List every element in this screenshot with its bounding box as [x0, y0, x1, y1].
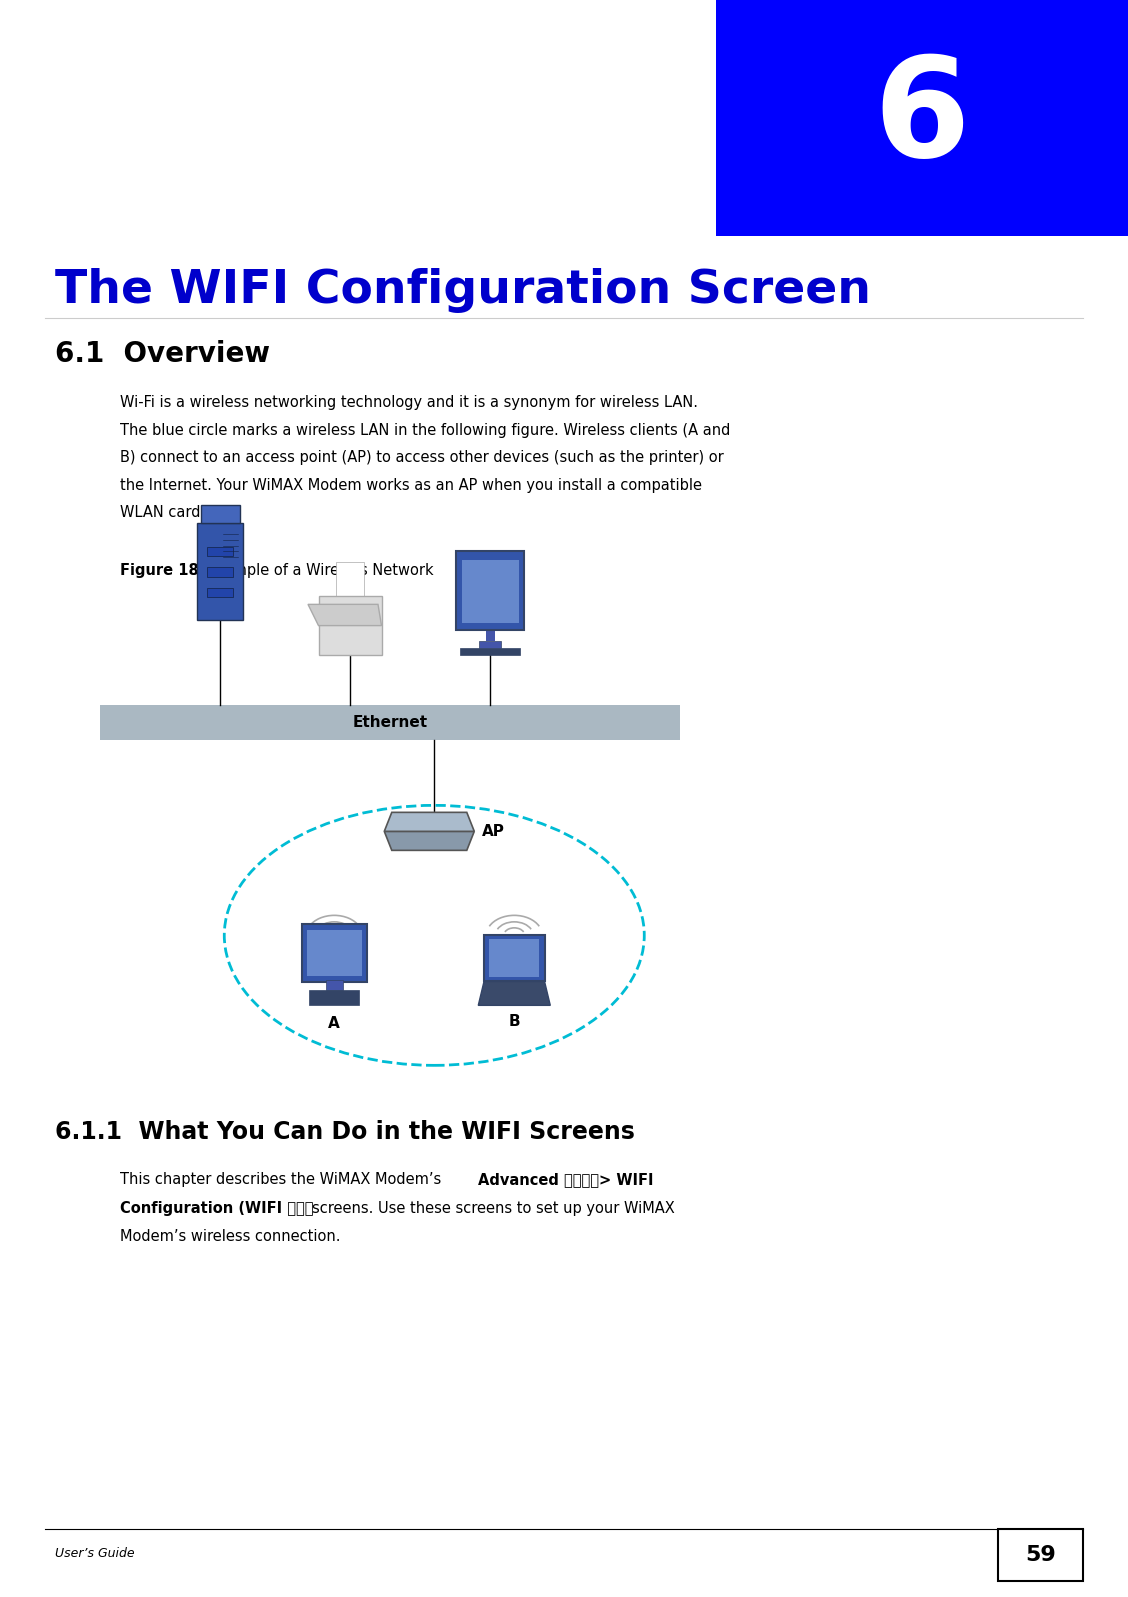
- Text: This chapter describes the WiMAX Modem’s: This chapter describes the WiMAX Modem’s: [120, 1172, 446, 1187]
- Bar: [318, 596, 381, 655]
- Bar: [456, 551, 523, 631]
- Text: Advanced （進階）> WIFI: Advanced （進階）> WIFI: [478, 1172, 653, 1187]
- Bar: [485, 631, 494, 640]
- Bar: [208, 567, 233, 577]
- Text: B: B: [509, 1014, 520, 1030]
- Text: screens. Use these screens to set up your WiMAX: screens. Use these screens to set up you…: [312, 1201, 675, 1215]
- Bar: [309, 990, 360, 1006]
- Text: A: A: [328, 1016, 341, 1030]
- Text: WLAN card.: WLAN card.: [120, 505, 205, 521]
- Bar: [302, 923, 367, 982]
- Text: B) connect to an access point (AP) to access other devices (such as the printer): B) connect to an access point (AP) to ac…: [120, 450, 724, 465]
- Bar: [307, 929, 362, 976]
- Text: 6.1.1  What You Can Do in the WIFI Screens: 6.1.1 What You Can Do in the WIFI Screen…: [55, 1121, 635, 1145]
- Text: the Internet. Your WiMAX Modem works as an AP when you install a compatible: the Internet. Your WiMAX Modem works as …: [120, 478, 702, 493]
- Polygon shape: [385, 832, 474, 850]
- Text: The WIFI Configuration Screen: The WIFI Configuration Screen: [55, 268, 871, 313]
- Text: Modem’s wireless connection.: Modem’s wireless connection.: [120, 1230, 341, 1244]
- Bar: [201, 505, 239, 522]
- Text: Example of a Wireless Network: Example of a Wireless Network: [192, 562, 433, 578]
- Polygon shape: [385, 813, 474, 832]
- Text: 6.1  Overview: 6.1 Overview: [55, 340, 270, 369]
- Text: Wi-Fi is a wireless networking technology and it is a synonym for wireless LAN.: Wi-Fi is a wireless networking technolog…: [120, 396, 698, 410]
- Bar: [998, 1528, 1083, 1581]
- Text: User’s Guide: User’s Guide: [55, 1547, 134, 1560]
- Bar: [460, 648, 520, 655]
- Bar: [197, 522, 243, 620]
- Text: Figure 18: Figure 18: [120, 562, 199, 578]
- Text: The blue circle marks a wireless LAN in the following figure. Wireless clients (: The blue circle marks a wireless LAN in …: [120, 423, 730, 438]
- Bar: [208, 588, 233, 597]
- Text: 59: 59: [1025, 1544, 1056, 1565]
- Text: 6: 6: [874, 51, 970, 185]
- Bar: [484, 934, 545, 981]
- Bar: [326, 981, 343, 990]
- Polygon shape: [308, 604, 381, 626]
- Bar: [100, 706, 680, 741]
- Bar: [478, 640, 501, 648]
- Polygon shape: [478, 981, 550, 1006]
- Text: Ethernet: Ethernet: [352, 715, 428, 730]
- Bar: [208, 546, 233, 556]
- Text: Configuration (WIFI 設定）: Configuration (WIFI 設定）: [120, 1201, 314, 1215]
- Bar: [716, 0, 1128, 236]
- Bar: [461, 559, 519, 623]
- Bar: [490, 939, 539, 977]
- Bar: [336, 562, 364, 600]
- Text: AP: AP: [483, 824, 505, 838]
